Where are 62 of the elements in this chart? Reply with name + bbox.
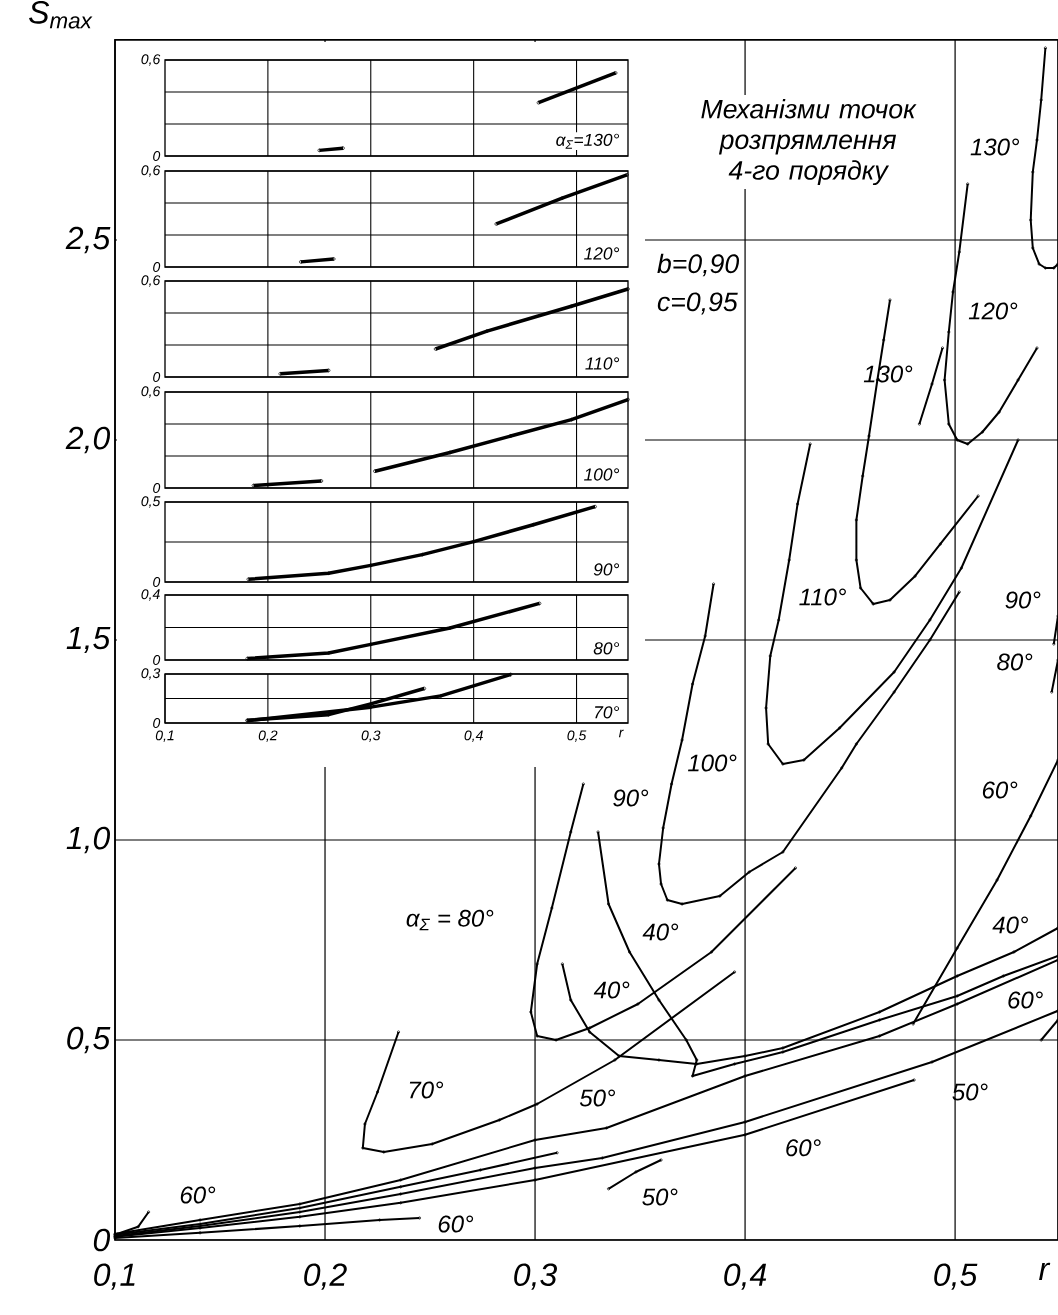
annotation: 50° xyxy=(642,1188,678,1206)
annotation: 60° xyxy=(982,781,1018,799)
x-tick-label: 0,1 xyxy=(94,1263,135,1290)
y-tick-label: 0 xyxy=(153,577,161,587)
y-tick-label: 0 xyxy=(153,655,161,665)
annotation: 60° xyxy=(180,1186,216,1204)
y-tick-label: 0,6 xyxy=(141,54,161,66)
x-tick-label: 0,1 xyxy=(155,730,174,742)
y-tick-label: 2,0 xyxy=(65,426,111,454)
annotation: 60° xyxy=(1008,991,1043,1009)
x-tick-label: 0,2 xyxy=(304,1263,347,1290)
x-axis-title: r xyxy=(618,729,624,738)
y-axis-title: S$_{max}$ xyxy=(29,1,93,29)
y-tick-label: 0 xyxy=(153,372,161,382)
annotation: α$_{Σ}$=130° xyxy=(556,133,620,149)
annotation: 90° xyxy=(593,563,620,576)
annotation: 80° xyxy=(997,653,1033,671)
annotation: 110° xyxy=(799,588,846,606)
annotation: 120° xyxy=(584,247,620,260)
x-tick-label: 0,5 xyxy=(567,730,587,742)
y-tick-label: 2,5 xyxy=(65,226,111,254)
y-tick-label: 0,6 xyxy=(141,165,161,177)
annotation: 110° xyxy=(585,357,620,370)
annotation: 40° xyxy=(642,923,679,941)
y-tick-label: 0,3 xyxy=(141,668,161,680)
y-tick-label: 0 xyxy=(153,151,161,161)
x-tick-label: 0,5 xyxy=(934,1263,978,1290)
x-tick-label: 0,3 xyxy=(514,1263,557,1290)
text: Механізми точок розпрямлення 4-го порядку xyxy=(701,98,917,186)
annotation: 40° xyxy=(593,981,630,999)
annotation: c=0,95 xyxy=(657,292,738,315)
x-tick-label: 0,4 xyxy=(464,730,483,742)
y-tick-label: 0 xyxy=(153,483,161,493)
y-tick-label: 0,6 xyxy=(141,386,161,398)
annotation: 60° xyxy=(786,1139,821,1157)
annotation: b=0,90 xyxy=(657,253,740,277)
annotation: 70° xyxy=(595,706,620,719)
annotation: 70° xyxy=(409,1081,444,1099)
annotation: 40° xyxy=(992,916,1028,934)
annotation: α$_{Σ}$ = 80° xyxy=(406,909,494,931)
x-axis-title: r xyxy=(1039,1262,1051,1280)
y-tick-label: 0 xyxy=(153,718,161,728)
x-tick-label: 0,4 xyxy=(724,1263,767,1290)
y-tick-label: 0,5 xyxy=(67,1026,111,1054)
annotation: 120° xyxy=(968,302,1018,320)
y-tick-label: 0,4 xyxy=(141,589,160,601)
x-tick-label: 0,2 xyxy=(258,730,278,742)
annotation: 100° xyxy=(687,754,737,772)
annotation: 80° xyxy=(593,642,620,655)
annotation: 100° xyxy=(584,468,620,481)
y-tick-label: 0,6 xyxy=(141,275,161,287)
annotation: 90° xyxy=(613,789,649,807)
y-tick-label: 0 xyxy=(153,262,161,272)
y-tick-label: 1,0 xyxy=(66,826,111,854)
y-tick-label: 0 xyxy=(93,1228,111,1252)
annotation: 50° xyxy=(579,1089,616,1107)
annotation: 60° xyxy=(438,1215,474,1233)
y-tick-label: 1,5 xyxy=(66,626,111,654)
y-tick-label: 0,5 xyxy=(141,496,161,508)
annotation: 130° xyxy=(970,138,1020,156)
annotation: 90° xyxy=(1005,591,1041,609)
x-tick-label: 0,3 xyxy=(361,730,381,742)
